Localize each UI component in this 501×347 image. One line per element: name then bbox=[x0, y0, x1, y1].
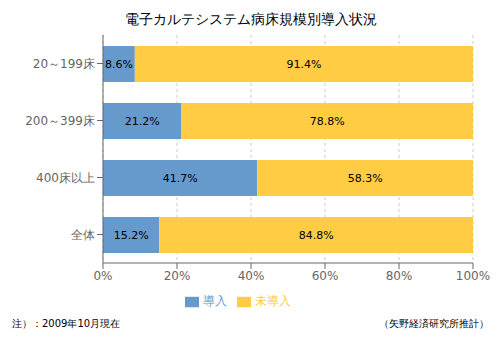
svg-text:0%: 0% bbox=[93, 269, 112, 283]
svg-text:78.8%: 78.8% bbox=[310, 115, 345, 128]
html-text:電子カルテシステム病床規模別導入状況: 電子カルテシステム病床規模別導入状況 bbox=[124, 11, 377, 27]
svg-text:全体: 全体 bbox=[71, 228, 95, 242]
svg-text:21.2%: 21.2% bbox=[125, 115, 160, 128]
svg-text:58.3%: 58.3% bbox=[348, 172, 383, 185]
svg-text:84.8%: 84.8% bbox=[299, 229, 334, 242]
svg-text:40%: 40% bbox=[238, 269, 265, 283]
svg-text:15.2%: 15.2% bbox=[114, 229, 149, 242]
svg-text:60%: 60% bbox=[312, 269, 339, 283]
svg-text:200～399床: 200～399床 bbox=[25, 114, 95, 128]
html-text:（矢野経済研究所推計）: （矢野経済研究所推計） bbox=[379, 318, 489, 329]
svg-text:400床以上: 400床以上 bbox=[36, 171, 95, 185]
html-text:未導入: 未導入 bbox=[255, 294, 291, 308]
svg-text:100%: 100% bbox=[456, 269, 490, 283]
svg-text:20%: 20% bbox=[164, 269, 191, 283]
svg-text:91.4%: 91.4% bbox=[286, 58, 321, 71]
svg-text:41.7%: 41.7% bbox=[163, 172, 198, 185]
svg-text:80%: 80% bbox=[386, 269, 413, 283]
html-text:注）：2009年10月現在: 注）：2009年10月現在 bbox=[12, 318, 121, 329]
html-text:導入: 導入 bbox=[203, 294, 227, 308]
svg-text:8.6%: 8.6% bbox=[105, 58, 133, 71]
svg-text:20～199床: 20～199床 bbox=[33, 57, 95, 71]
